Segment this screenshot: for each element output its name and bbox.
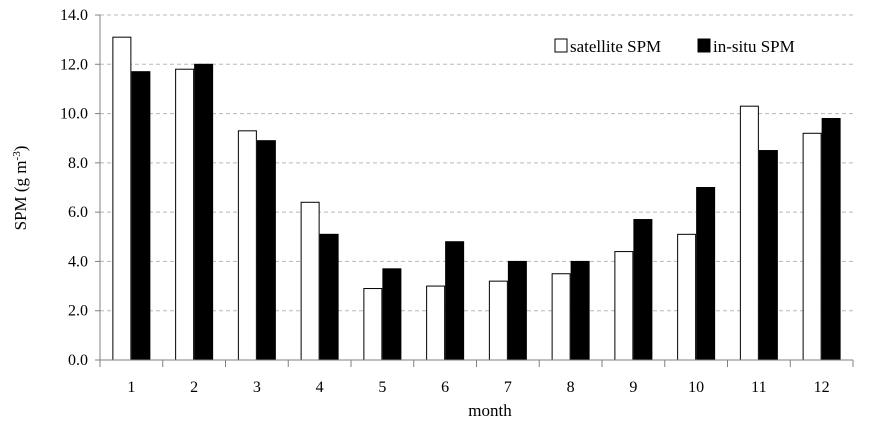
legend-label-insitu: in-situ SPM	[713, 37, 795, 56]
bar-satellite	[175, 68, 195, 361]
legend-label-satellite: satellite SPM	[570, 37, 661, 56]
bar-satellite	[300, 201, 320, 361]
bar-satellite	[739, 105, 759, 361]
x-tick-label: 3	[253, 379, 261, 396]
bar-insitu	[821, 118, 841, 361]
y-tick-label: 4.0	[68, 253, 88, 270]
x-axis-title: month	[468, 401, 512, 420]
bar-insitu	[319, 233, 339, 361]
x-tick-label: 6	[441, 379, 449, 396]
x-tick-label: 9	[629, 379, 637, 396]
bar-satellite	[802, 132, 822, 361]
y-tick-label: 2.0	[68, 303, 88, 320]
bar-satellite	[677, 233, 697, 361]
x-tick-label: 7	[504, 379, 512, 396]
bar-satellite	[551, 273, 571, 361]
y-tick-labels: 0.0 2.0 4.0 6.0 8.0 10.0 12.0 14.0	[60, 7, 88, 369]
x-tick-label: 12	[814, 379, 830, 396]
legend: satellite SPM in-situ SPM	[554, 37, 795, 56]
legend-swatch-insitu	[697, 38, 711, 53]
bars	[112, 36, 841, 361]
bar-insitu	[507, 260, 527, 361]
x-tick-labels: 1 2 3 4 5 6 7 8 9 10 11 12	[127, 379, 829, 396]
y-axis-title: SPM (g m-3)	[11, 146, 30, 231]
y-tick-label: 10.0	[60, 106, 88, 123]
x-tick-label: 4	[316, 379, 324, 396]
y-tick-label: 12.0	[60, 56, 88, 73]
y-tick-label: 6.0	[68, 204, 88, 221]
x-tick-label: 5	[378, 379, 386, 396]
x-tick-label: 2	[190, 379, 198, 396]
bar-insitu	[758, 150, 778, 361]
bar-satellite	[488, 280, 508, 361]
bar-insitu	[382, 268, 402, 361]
x-tick-label: 10	[688, 379, 704, 396]
bar-satellite	[237, 130, 257, 361]
x-tick-label: 11	[751, 379, 766, 396]
bar-insitu	[256, 140, 276, 361]
y-tick-label: 8.0	[68, 155, 88, 172]
bar-insitu	[633, 219, 653, 361]
x-tick-label: 8	[567, 379, 575, 396]
y-tick-label: 0.0	[68, 352, 88, 369]
legend-swatch-satellite	[554, 38, 568, 53]
bar-satellite	[363, 288, 383, 361]
bar-satellite	[614, 251, 634, 361]
bar-insitu	[570, 260, 590, 361]
axes	[95, 14, 854, 367]
x-tick-label: 1	[127, 379, 135, 396]
bar-satellite	[426, 285, 446, 361]
bar-insitu	[696, 187, 716, 361]
y-axis-title-superscript: -3	[11, 151, 23, 161]
bar-insitu	[445, 241, 465, 361]
bar-insitu	[131, 71, 151, 361]
y-tick-label: 14.0	[60, 7, 88, 24]
bar-satellite	[112, 36, 132, 361]
bar-insitu	[194, 63, 214, 361]
y-axis-title-suffix: )	[11, 146, 30, 152]
